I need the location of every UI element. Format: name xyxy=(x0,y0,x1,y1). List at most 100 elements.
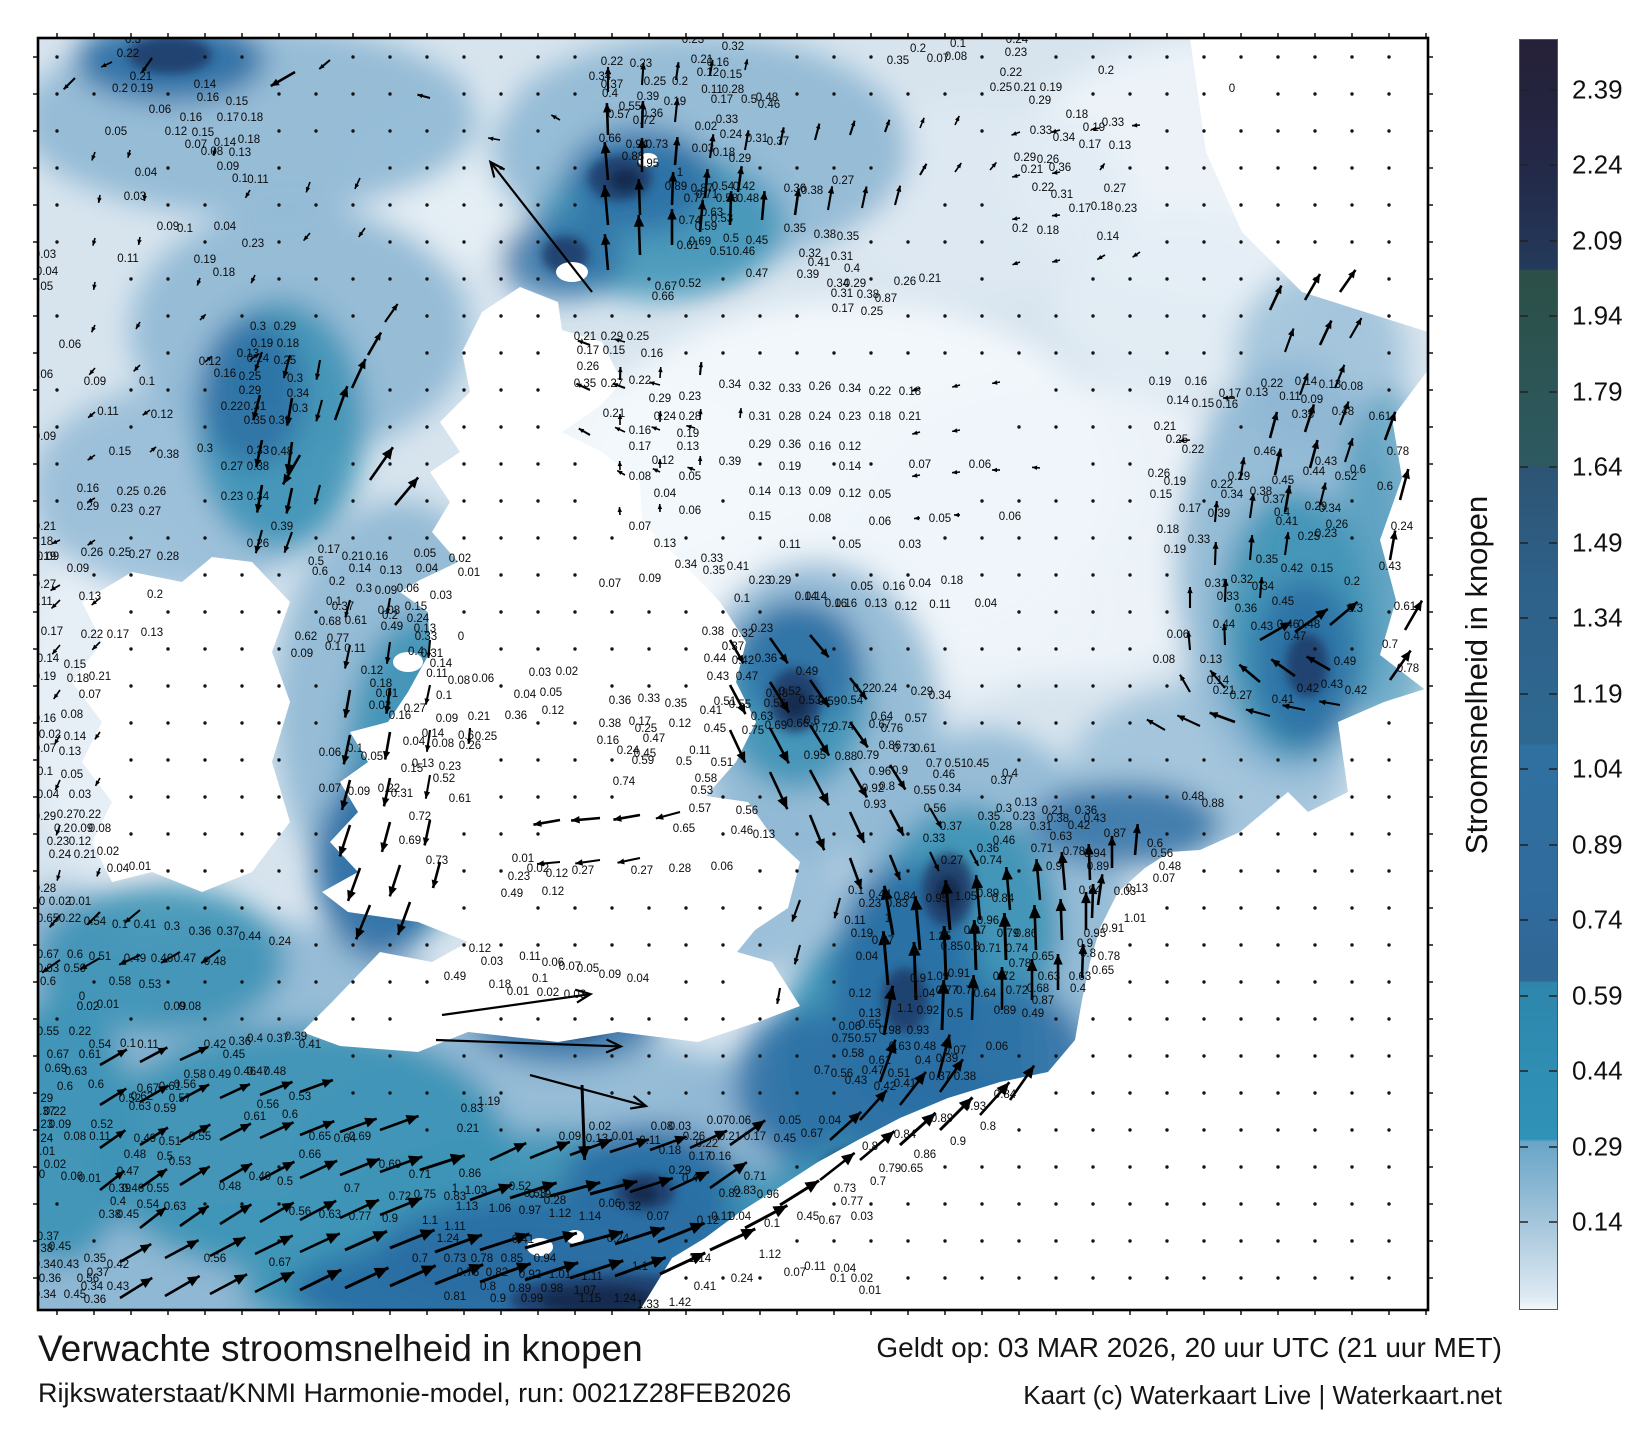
svg-text:0.49: 0.49 xyxy=(209,1069,231,1081)
svg-text:0.04: 0.04 xyxy=(514,689,537,701)
svg-text:0.27: 0.27 xyxy=(1230,690,1252,702)
svg-text:0.48: 0.48 xyxy=(124,1149,146,1161)
svg-text:0.49: 0.49 xyxy=(796,666,818,678)
svg-text:0.22: 0.22 xyxy=(69,1026,91,1038)
svg-text:0.37: 0.37 xyxy=(722,641,744,653)
svg-text:0.56: 0.56 xyxy=(1151,848,1173,860)
current-arrows xyxy=(41,57,1424,1300)
svg-text:0.55: 0.55 xyxy=(619,101,641,113)
svg-text:0.32: 0.32 xyxy=(732,628,754,640)
svg-text:0.77: 0.77 xyxy=(936,985,958,997)
svg-text:0.11: 0.11 xyxy=(426,668,448,680)
svg-text:0.21: 0.21 xyxy=(719,1131,741,1143)
svg-text:0.12: 0.12 xyxy=(469,943,491,955)
colorbar-tick-mark xyxy=(1549,88,1557,91)
svg-text:0.23: 0.23 xyxy=(679,391,701,403)
svg-text:0.44: 0.44 xyxy=(239,931,262,943)
svg-text:1.09: 1.09 xyxy=(927,971,949,983)
colorbar xyxy=(1519,39,1558,1310)
svg-text:0.56: 0.56 xyxy=(204,1253,226,1265)
svg-text:0.06: 0.06 xyxy=(149,104,171,116)
svg-text:0.84: 0.84 xyxy=(994,1089,1017,1101)
svg-text:0.72: 0.72 xyxy=(409,811,431,823)
svg-text:0.59: 0.59 xyxy=(818,696,840,708)
svg-text:0.65: 0.65 xyxy=(37,913,59,925)
svg-text:0.51: 0.51 xyxy=(710,246,732,258)
svg-text:0.85: 0.85 xyxy=(501,1253,523,1265)
svg-text:0.24: 0.24 xyxy=(720,129,743,141)
svg-text:0.34: 0.34 xyxy=(1053,132,1076,144)
svg-text:0.3: 0.3 xyxy=(250,321,266,333)
svg-text:0.04: 0.04 xyxy=(909,578,932,590)
svg-text:0.06: 0.06 xyxy=(869,516,891,528)
colorbar-tick-mark xyxy=(1549,390,1557,393)
svg-text:0.06: 0.06 xyxy=(969,459,991,471)
svg-text:0.63: 0.63 xyxy=(889,1041,911,1053)
svg-text:0.09: 0.09 xyxy=(71,823,93,835)
svg-text:0.33: 0.33 xyxy=(1102,117,1124,129)
svg-text:0.01: 0.01 xyxy=(458,567,480,579)
svg-text:0.14: 0.14 xyxy=(1207,675,1230,687)
colorbar-tick-mark xyxy=(1549,919,1557,922)
svg-text:0.77: 0.77 xyxy=(349,1211,371,1223)
svg-text:0.56: 0.56 xyxy=(289,1206,311,1218)
colorbar-tick-mark xyxy=(1549,239,1557,242)
colorbar-tick-mark xyxy=(1520,692,1528,695)
svg-text:0.37: 0.37 xyxy=(217,926,239,938)
svg-text:0.46: 0.46 xyxy=(733,246,755,258)
svg-text:0.7: 0.7 xyxy=(870,1176,886,1188)
svg-text:0.27: 0.27 xyxy=(631,865,653,877)
svg-text:0.27: 0.27 xyxy=(601,378,623,390)
svg-text:0: 0 xyxy=(1229,83,1235,95)
svg-text:0.24: 0.24 xyxy=(607,1233,630,1245)
svg-text:0.57: 0.57 xyxy=(169,1093,191,1105)
svg-text:1.24: 1.24 xyxy=(614,1293,637,1305)
svg-text:0.28: 0.28 xyxy=(34,883,56,895)
svg-text:0.67: 0.67 xyxy=(137,1083,159,1095)
svg-text:0.22: 0.22 xyxy=(59,913,81,925)
svg-text:1.03: 1.03 xyxy=(465,1185,487,1197)
svg-text:0.48: 0.48 xyxy=(271,446,293,458)
svg-text:0.16: 0.16 xyxy=(597,735,619,747)
svg-text:0.4: 0.4 xyxy=(915,1055,932,1067)
svg-text:0.28: 0.28 xyxy=(157,551,179,563)
colorbar-tick-label: 2.09 xyxy=(1572,225,1623,256)
svg-text:0.04: 0.04 xyxy=(36,266,59,278)
svg-text:0.67: 0.67 xyxy=(37,949,59,961)
colorbar-tick-label: 1.19 xyxy=(1572,678,1623,709)
svg-text:0.01: 0.01 xyxy=(612,1131,634,1143)
svg-text:0.05: 0.05 xyxy=(105,126,127,138)
svg-text:0.11: 0.11 xyxy=(701,84,723,96)
svg-text:0.12: 0.12 xyxy=(542,705,564,717)
svg-text:0.13: 0.13 xyxy=(237,348,259,360)
svg-text:0.13: 0.13 xyxy=(412,758,434,770)
colorbar-tick-mark xyxy=(1520,1070,1528,1073)
svg-text:0.67: 0.67 xyxy=(801,1128,823,1140)
svg-text:0.46: 0.46 xyxy=(731,825,753,837)
svg-text:0.94: 0.94 xyxy=(534,1253,557,1265)
svg-text:0.04: 0.04 xyxy=(627,973,650,985)
svg-text:0.09: 0.09 xyxy=(809,486,831,498)
svg-text:0.57: 0.57 xyxy=(689,803,711,815)
svg-text:0.13: 0.13 xyxy=(229,147,251,159)
svg-text:0.12: 0.12 xyxy=(839,441,861,453)
svg-text:0.43: 0.43 xyxy=(1379,561,1401,573)
svg-text:0.13: 0.13 xyxy=(380,565,402,577)
svg-text:0.1: 0.1 xyxy=(112,919,128,931)
svg-text:0.02: 0.02 xyxy=(369,700,391,712)
svg-text:0.87: 0.87 xyxy=(691,183,713,195)
svg-text:0.19: 0.19 xyxy=(664,96,686,108)
svg-text:0.08: 0.08 xyxy=(448,675,470,687)
svg-text:0.05: 0.05 xyxy=(869,489,891,501)
svg-text:0.19: 0.19 xyxy=(677,428,699,440)
svg-text:0.54: 0.54 xyxy=(89,1039,112,1051)
svg-text:0.25: 0.25 xyxy=(274,355,296,367)
svg-text:0.14: 0.14 xyxy=(64,731,87,743)
svg-text:0.18: 0.18 xyxy=(489,979,511,991)
svg-text:0.35: 0.35 xyxy=(244,415,266,427)
svg-text:0.03: 0.03 xyxy=(669,1121,691,1133)
svg-text:0.51: 0.51 xyxy=(945,758,967,770)
svg-text:0.51: 0.51 xyxy=(714,696,736,708)
svg-text:0.48: 0.48 xyxy=(766,688,788,700)
